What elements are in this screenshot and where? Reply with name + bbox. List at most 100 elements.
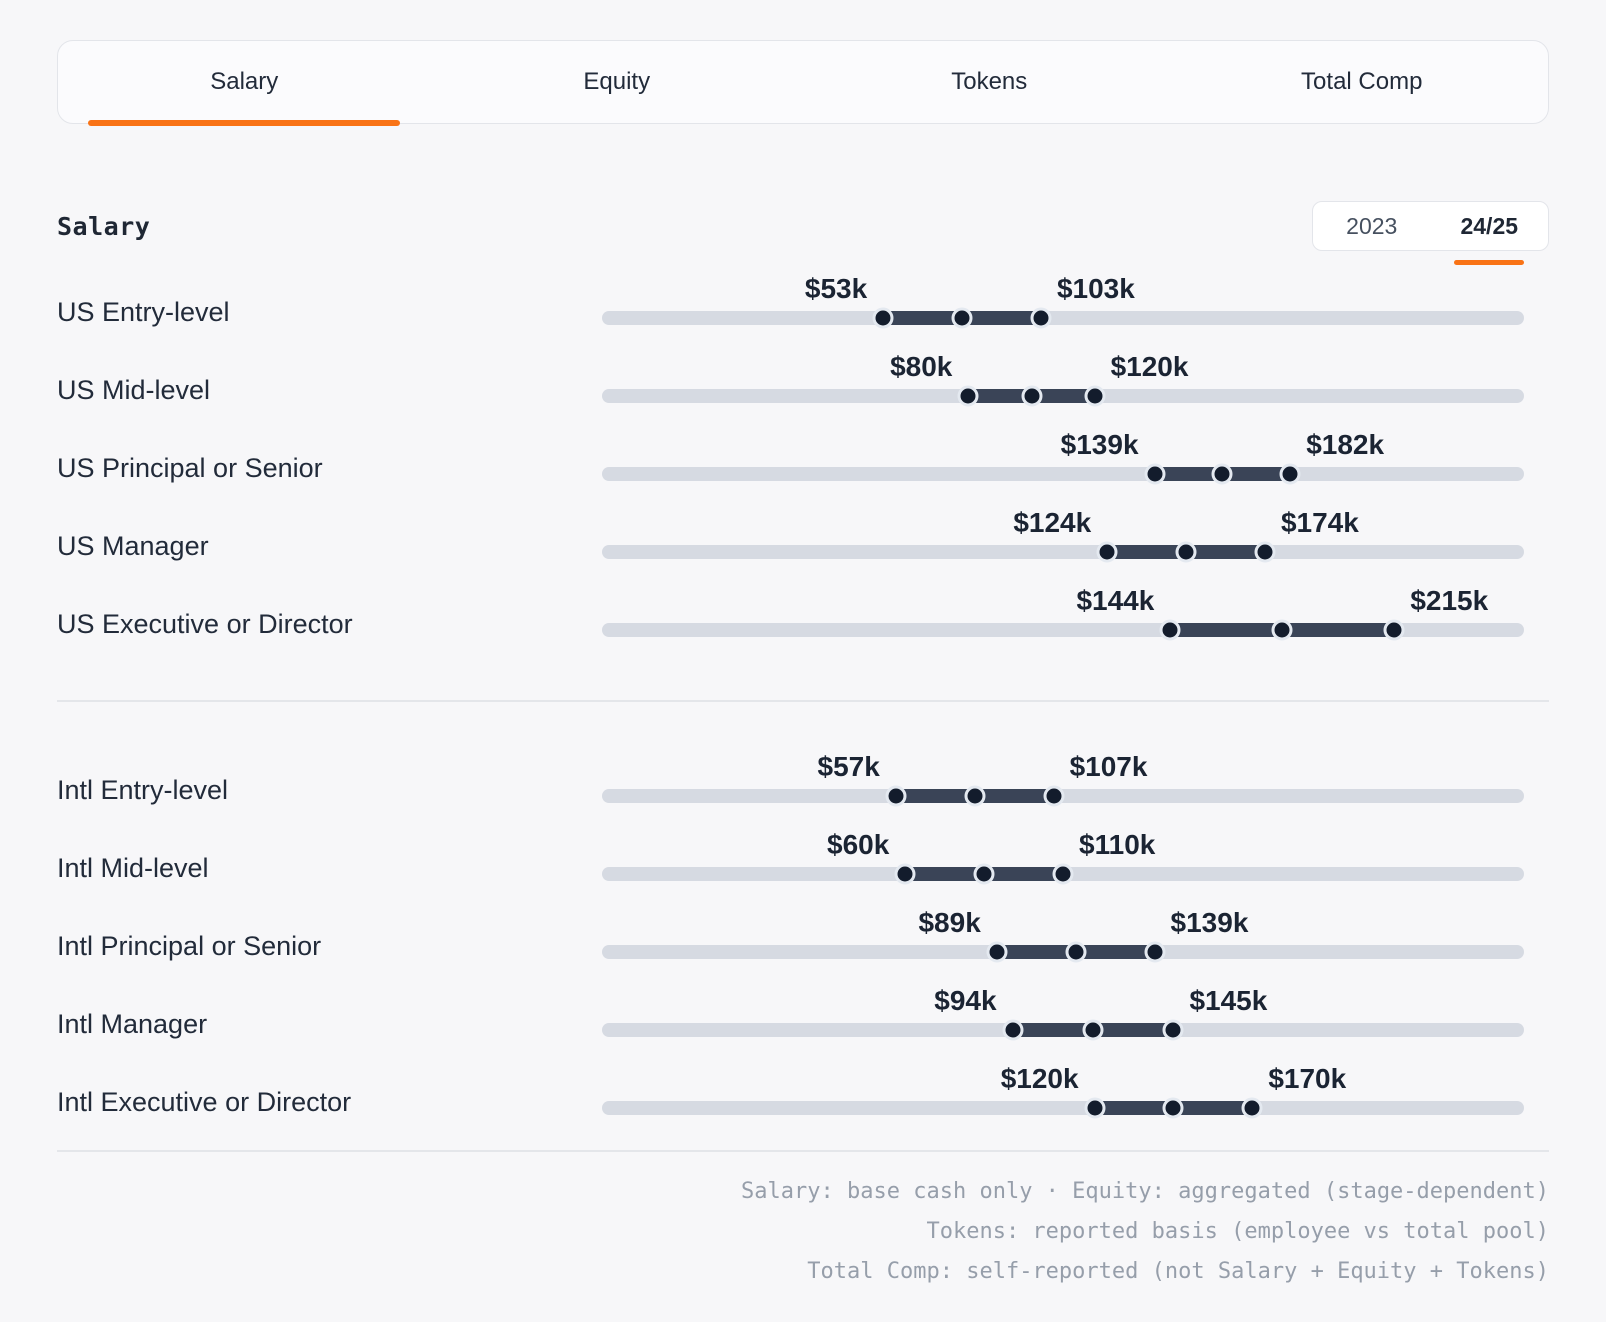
- max-handle[interactable]: [1084, 385, 1106, 407]
- min-value-label: $57k: [817, 751, 880, 782]
- max-value-label: $110k: [1079, 829, 1156, 860]
- max-value-label: $103k: [1056, 273, 1135, 304]
- panel-title: Salary: [57, 211, 151, 241]
- max-handle[interactable]: [1043, 785, 1065, 807]
- row-label: Intl Manager: [57, 1008, 208, 1039]
- mid-handle[interactable]: [1082, 1019, 1104, 1041]
- max-handle[interactable]: [1279, 463, 1301, 485]
- slider-track[interactable]: [602, 385, 1524, 407]
- slider-row-intl-manager: Intl Manager $94k $145k: [57, 972, 1549, 1050]
- max-handle[interactable]: [1144, 941, 1166, 963]
- max-handle[interactable]: [1383, 619, 1405, 641]
- mid-handle[interactable]: [973, 863, 995, 885]
- salary-range-slider: $60k $110k: [602, 816, 1524, 894]
- slider-row-intl-executive-or-director: Intl Executive or Director $120k $170k: [57, 1050, 1549, 1128]
- year-option-24-25[interactable]: 24/25: [1431, 202, 1549, 250]
- tab-total-comp[interactable]: Total Comp: [1176, 41, 1549, 123]
- min-handle[interactable]: [1084, 1097, 1106, 1119]
- max-value-label: $107k: [1069, 751, 1148, 782]
- salary-range-slider: $94k $145k: [602, 972, 1524, 1050]
- min-handle[interactable]: [885, 785, 907, 807]
- section-divider: [57, 1150, 1549, 1152]
- tab-label: Salary: [210, 68, 279, 95]
- us-salary-group: US Entry-level $53k $103k US Mid-level $80k $…: [57, 260, 1549, 650]
- min-value-label: $94k: [934, 985, 997, 1016]
- tab-equity[interactable]: Equity: [431, 41, 804, 123]
- slider-track[interactable]: [602, 619, 1524, 641]
- active-tab-underline: [88, 120, 401, 126]
- mid-handle[interactable]: [1175, 541, 1197, 563]
- slider-row-us-executive-or-director: US Executive or Director $144k $215k: [57, 572, 1549, 650]
- slider-track[interactable]: [602, 307, 1524, 329]
- slider-track[interactable]: [602, 541, 1524, 563]
- min-handle[interactable]: [1096, 541, 1118, 563]
- min-value-label: $144k: [1076, 585, 1155, 616]
- slider-track[interactable]: [602, 463, 1524, 485]
- min-value-label: $139k: [1060, 429, 1139, 460]
- footnote-line: Total Comp: self-reported (not Salary + …: [807, 1259, 1549, 1284]
- section-divider: [57, 700, 1549, 702]
- slider-row-intl-entry-level: Intl Entry-level $57k $107k: [57, 738, 1549, 816]
- max-value-label: $174k: [1280, 507, 1359, 538]
- min-handle[interactable]: [1159, 619, 1181, 641]
- active-year-underline: [1454, 260, 1525, 265]
- row-label: Intl Entry-level: [57, 774, 229, 805]
- mid-handle[interactable]: [951, 307, 973, 329]
- salary-range-slider: $124k $174k: [602, 494, 1524, 572]
- max-handle[interactable]: [1254, 541, 1276, 563]
- salary-dashboard: Salary Equity Tokens Total Comp Salary 2023…: [57, 40, 1549, 1292]
- min-handle[interactable]: [986, 941, 1008, 963]
- slider-row-us-entry-level: US Entry-level $53k $103k: [57, 260, 1549, 338]
- year-option-2023[interactable]: 2023: [1313, 202, 1431, 250]
- row-label: US Manager: [57, 530, 209, 561]
- tab-tokens[interactable]: Tokens: [803, 41, 1176, 123]
- tab-salary[interactable]: Salary: [58, 41, 431, 126]
- max-handle[interactable]: [1030, 307, 1052, 329]
- slider-row-us-principal-or-senior: US Principal or Senior $139k $182k: [57, 416, 1549, 494]
- footnotes: Salary: base cash only · Equity: aggrega…: [57, 1172, 1549, 1292]
- min-handle[interactable]: [957, 385, 979, 407]
- max-handle[interactable]: [1052, 863, 1074, 885]
- mid-handle[interactable]: [1065, 941, 1087, 963]
- row-label: US Executive or Director: [57, 608, 353, 639]
- max-value-label: $215k: [1410, 585, 1489, 616]
- max-value-label: $145k: [1189, 985, 1268, 1016]
- tab-bar: Salary Equity Tokens Total Comp: [57, 40, 1549, 126]
- min-handle[interactable]: [1002, 1019, 1024, 1041]
- min-handle[interactable]: [1144, 463, 1166, 485]
- row-label: Intl Principal or Senior: [57, 930, 322, 961]
- tab-label: Equity: [583, 68, 651, 95]
- min-handle[interactable]: [894, 863, 916, 885]
- slider-track[interactable]: [602, 785, 1524, 807]
- year-toggle: 2023 24/25: [1312, 201, 1549, 265]
- min-value-label: $53k: [804, 273, 868, 304]
- min-value-label: $80k: [890, 351, 953, 382]
- mid-handle[interactable]: [964, 785, 986, 807]
- slider-track[interactable]: [602, 1097, 1524, 1119]
- min-value-label: $124k: [1013, 507, 1092, 538]
- min-handle[interactable]: [872, 307, 894, 329]
- slider-track[interactable]: [602, 863, 1524, 885]
- footnote-line: Salary: base cash only · Equity: aggrega…: [741, 1179, 1549, 1204]
- mid-handle[interactable]: [1271, 619, 1293, 641]
- tab-label: Tokens: [951, 68, 1028, 95]
- slider-track[interactable]: [602, 941, 1524, 963]
- min-value-label: $120k: [1000, 1063, 1079, 1094]
- slider-row-intl-mid-level: Intl Mid-level $60k $110k: [57, 816, 1549, 894]
- mid-handle[interactable]: [1021, 385, 1042, 407]
- panel-header: Salary 2023 24/25: [57, 196, 1549, 265]
- max-value-label: $120k: [1110, 351, 1189, 382]
- slider-row-us-mid-level: US Mid-level $80k $120k: [57, 338, 1549, 416]
- min-value-label: $89k: [918, 907, 981, 938]
- mid-handle[interactable]: [1162, 1097, 1184, 1119]
- intl-salary-group: Intl Entry-level $57k $107k Intl Mid-level $…: [57, 738, 1549, 1128]
- salary-range-slider: $89k $139k: [602, 894, 1524, 972]
- row-label: US Entry-level: [57, 296, 230, 327]
- max-handle[interactable]: [1241, 1097, 1263, 1119]
- salary-range-slider: $57k $107k: [602, 738, 1524, 816]
- row-label: Intl Mid-level: [57, 852, 209, 883]
- slider-track[interactable]: [602, 1019, 1524, 1041]
- salary-panel: Salary 2023 24/25 US Entry-level $53k $103k…: [57, 196, 1549, 1292]
- max-handle[interactable]: [1162, 1019, 1184, 1041]
- mid-handle[interactable]: [1211, 463, 1233, 485]
